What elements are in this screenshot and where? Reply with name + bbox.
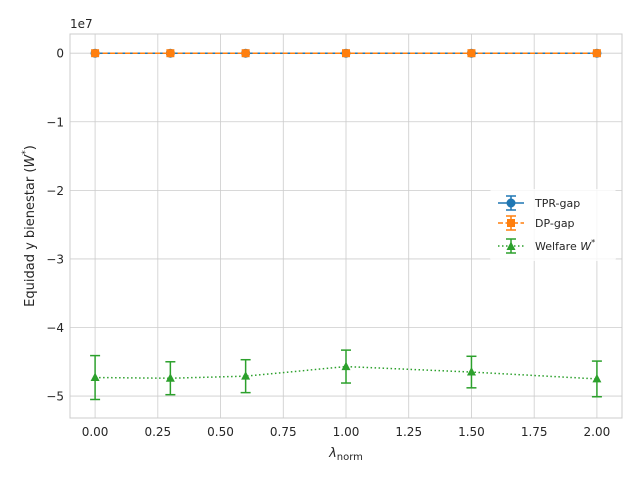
x-tick-label: 1.00 xyxy=(333,425,360,439)
y-tick-label: −5 xyxy=(46,390,64,404)
legend: TPR-gap DP-gap Welfare W* xyxy=(490,189,616,261)
y-offset-label: 1e7 xyxy=(70,17,93,31)
data-point-square xyxy=(241,49,250,58)
series-line-welfare xyxy=(95,365,597,380)
legend-marker-welfare xyxy=(506,241,516,250)
y-tick-label: −3 xyxy=(46,252,64,266)
data-point-square xyxy=(342,49,350,58)
legend-label-welfare: Welfare W* xyxy=(535,238,595,253)
x-tick-label: 0.75 xyxy=(270,425,297,439)
series-dp-gap xyxy=(91,49,601,58)
legend-frame xyxy=(490,189,616,261)
y-tick-label: −2 xyxy=(46,184,64,198)
legend-entry-tpr-gap: TPR-gap xyxy=(498,195,580,211)
x-tick-labels: 0.00 0.25 0.50 0.75 1.00 1.25 1.50 1.75 2.00 xyxy=(82,425,611,439)
x-tick-label: 0.00 xyxy=(82,425,109,439)
x-tick-label: 0.50 xyxy=(207,425,234,439)
series-welfare xyxy=(90,349,602,401)
legend-entry-welfare: Welfare W* xyxy=(498,238,595,254)
legend-marker-tpr-gap xyxy=(506,198,516,208)
x-tick-label: 1.50 xyxy=(458,425,485,439)
data-point-square xyxy=(166,49,175,58)
y-tick-label: 0 xyxy=(56,47,64,61)
data-point-square xyxy=(91,49,100,58)
x-axis-label: λnorm xyxy=(328,446,363,463)
data-point-triangle xyxy=(466,367,476,376)
data-point-triangle xyxy=(165,373,175,382)
y-tick-labels: 0 −1 −2 −3 −4 −5 xyxy=(46,47,64,404)
legend-label-dp-gap: DP-gap xyxy=(535,217,575,230)
y-tick-label: −1 xyxy=(46,115,64,129)
x-tick-label: 1.75 xyxy=(521,425,548,439)
y-tick-label: −4 xyxy=(46,321,64,335)
data-point-triangle xyxy=(341,361,351,371)
data-point-triangle xyxy=(241,371,251,380)
series-layer xyxy=(90,48,602,401)
x-tick-label: 1.25 xyxy=(395,425,422,439)
data-point-square xyxy=(467,49,476,58)
x-tick-label: 0.25 xyxy=(144,425,171,439)
x-tick-label: 2.00 xyxy=(584,425,611,439)
data-point-square xyxy=(592,49,601,58)
y-axis-label: Equidad y bienestar (W*) xyxy=(21,145,38,307)
legend-entry-dp-gap: DP-gap xyxy=(498,215,575,231)
data-point-triangle xyxy=(90,372,100,382)
plot-frame xyxy=(69,33,623,419)
legend-label-tpr-gap: TPR-gap xyxy=(534,197,580,210)
data-point-triangle xyxy=(592,373,602,383)
legend-marker-dp-gap xyxy=(507,219,515,227)
